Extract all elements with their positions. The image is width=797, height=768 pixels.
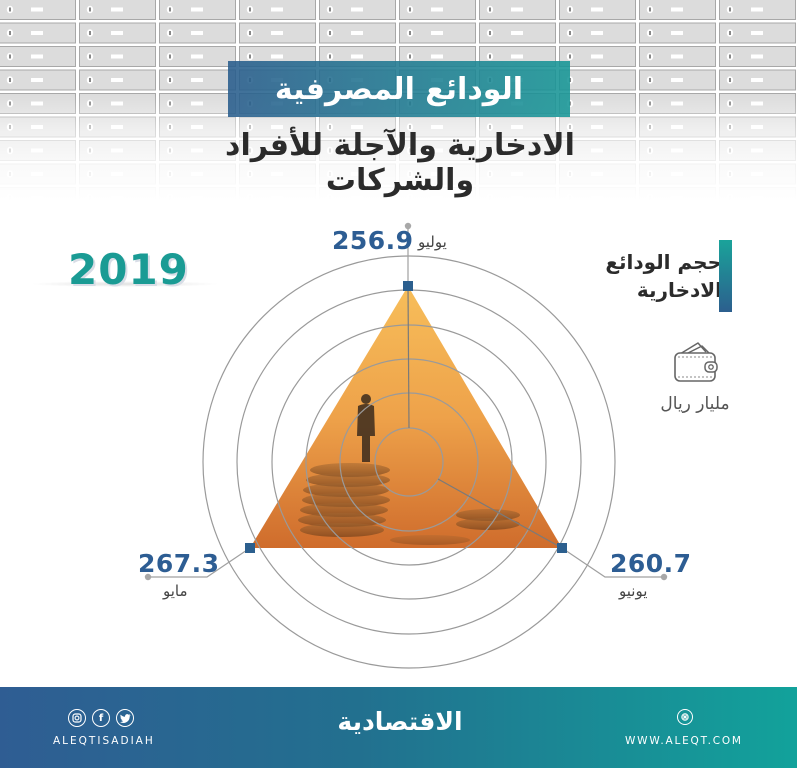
year-label: 2019 [68,245,189,294]
facebook-icon[interactable]: f [92,709,110,727]
callout-lines [148,228,664,578]
legend-title-line2: الادخارية [636,278,722,302]
callout-dots [144,222,668,581]
radar-chart [144,222,668,669]
value-label-july: 256.9 [332,226,414,255]
value-label-may: 267.3 [138,549,220,578]
value-label-june: 260.7 [610,549,692,578]
unit-label: مليار ريال [660,394,730,414]
title-band: الودائع المصرفية [228,61,570,117]
social-handle[interactable]: ALEQTISADIAH [53,735,155,747]
legend-accent-bar [719,240,732,312]
month-label-june: يونيو [619,582,648,600]
coins-man-photo [298,394,520,545]
social-icons: f [68,709,134,727]
year-label-wrap: 2019 [30,245,220,294]
year-shadow [30,281,220,287]
globe-icon [677,709,693,725]
wallet-icon [674,342,718,382]
data-markers [245,281,567,553]
page-subtitle: الادخارية والآجلة للأفراد والشركات [225,128,575,198]
radar-rings [202,255,616,669]
header: الودائع المصرفية الادخارية والآجلة للأفر… [0,0,797,210]
legend-title-line1: حجم الودائع [605,250,722,274]
brand-logo: الاقتصادية [337,707,463,736]
footer: f ALEQTISADIAH الاقتصادية WWW.ALEQT.COM [0,687,797,768]
page-title: الودائع المصرفية [274,71,524,107]
website-link[interactable]: WWW.ALEQT.COM [625,735,743,747]
instagram-icon[interactable] [68,709,86,727]
legend-title: حجم الودائع الادخارية [582,248,722,304]
twitter-icon[interactable] [116,709,134,727]
month-label-may: مايو [163,582,188,600]
month-label-july: يوليو [418,233,447,251]
radar-axes [407,285,563,549]
